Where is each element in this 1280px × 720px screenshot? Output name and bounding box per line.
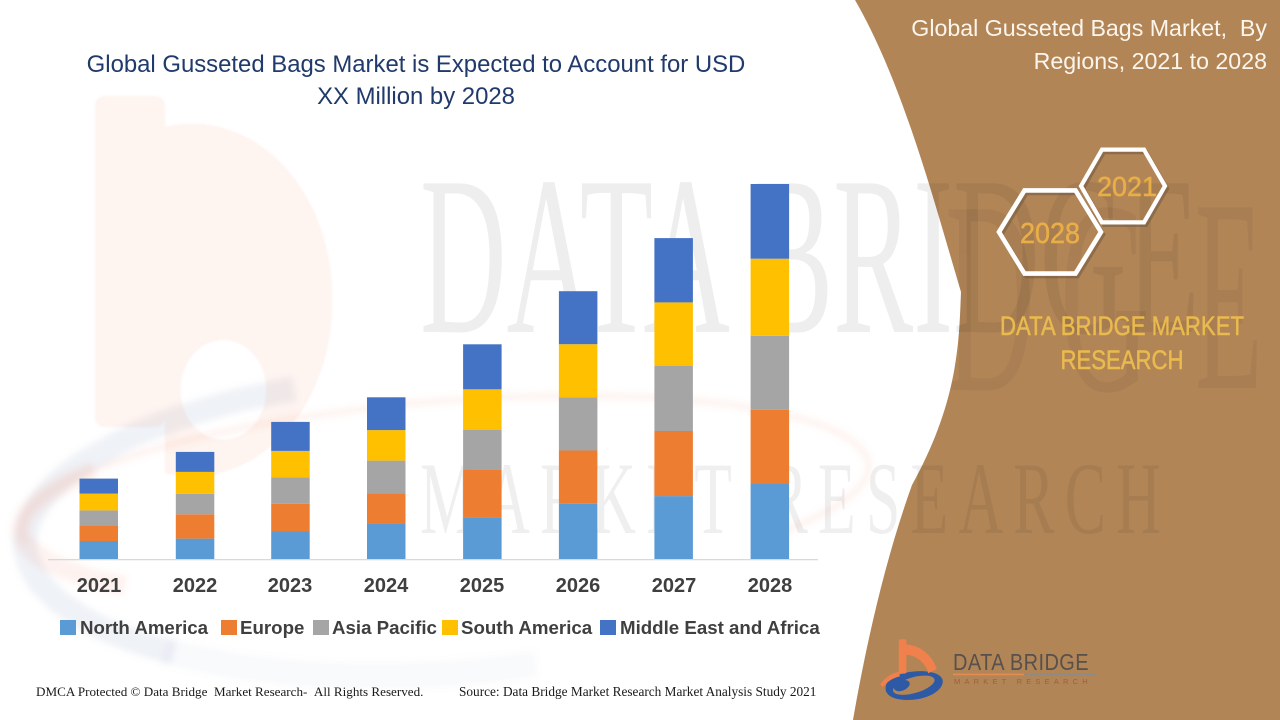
svg-text:DATA BRIDGE: DATA BRIDGE (420, 131, 1199, 382)
svg-text:G: G (1060, 145, 1150, 451)
svg-text:E: E (1195, 144, 1262, 449)
svg-text:MARKET RESEARCH: MARKET RESEARCH (420, 442, 1171, 556)
